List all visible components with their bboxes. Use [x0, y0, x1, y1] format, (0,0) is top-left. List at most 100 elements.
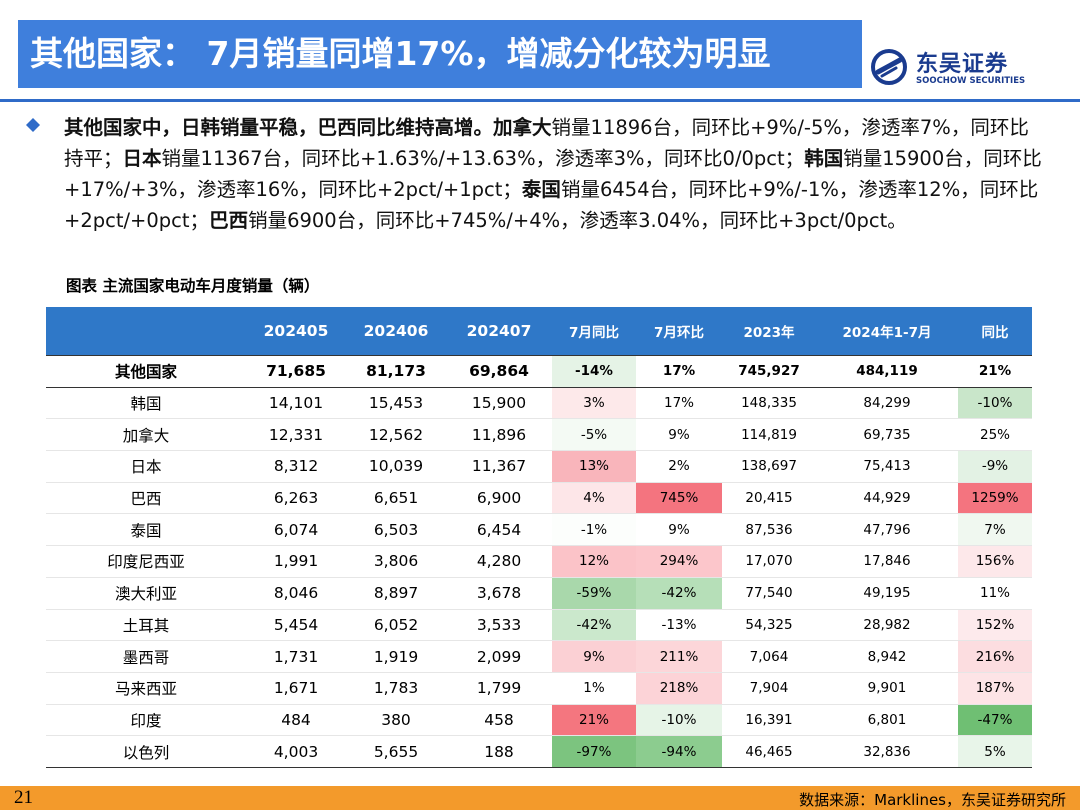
table-cell: 6,454 — [446, 513, 552, 547]
table-cell: 21% — [552, 704, 636, 737]
logo-text-cn: 东吴证券 — [916, 52, 1009, 77]
table-cell: 1% — [552, 672, 636, 705]
column-header: 2024年1-7月 — [816, 307, 958, 356]
table-row: 马来西亚 1,671 1,783 1,799 1% 218% 7,904 9,901 187% — [46, 672, 1032, 705]
table-row: 加拿大 12,331 12,562 11,896 -5% 9% 114,819 69,735 2… — [46, 418, 1032, 452]
ev-sales-table: 202405 202406 202407 7月同比 7月环比 2023年 2024年1-7月… — [46, 307, 1032, 768]
table-header-row: 202405 202406 202407 7月同比 7月环比 2023年 2024年1-7月… — [46, 307, 1032, 356]
table-cell: 187% — [958, 672, 1032, 705]
table-cell: 211% — [636, 640, 722, 673]
footer-bar: 21 数据来源：Marklines，东吴证券研究所 — [0, 786, 1080, 810]
table-cell: 47,796 — [816, 513, 958, 547]
table-cell: 8,312 — [246, 450, 346, 483]
slide-title: 其他国家： 7月销量同增17%，增减分化较为明显 — [18, 20, 862, 88]
table-row: 印度 484 380 458 21% -10% 16,391 6,801 -47% — [46, 704, 1032, 737]
table-cell: 加拿大 — [46, 418, 246, 452]
table-cell: 日本 — [46, 450, 246, 483]
table-cell: -14% — [552, 355, 636, 388]
table-cell: 148,335 — [722, 387, 816, 420]
canada-label: 加拿大 — [493, 116, 552, 139]
table-cell: 1,671 — [246, 672, 346, 705]
table-cell: 81,173 — [346, 355, 446, 388]
table-cell: 印度尼西亚 — [46, 545, 246, 578]
table-cell: 15,453 — [346, 387, 446, 420]
diamond-bullet-icon — [26, 118, 40, 132]
table-cell: 745% — [636, 482, 722, 515]
table-cell: 土耳其 — [46, 609, 246, 642]
table-cell: 87,536 — [722, 513, 816, 547]
table-cell: 1,991 — [246, 545, 346, 578]
table-cell: -5% — [552, 418, 636, 452]
korea-text: 销量15900台，同环比+17%/+3%，渗透率16%，同环比+2pct/+1p… — [64, 147, 1042, 201]
table-cell: 25% — [958, 418, 1032, 452]
table-cell: 7,064 — [722, 640, 816, 673]
table-cell: -59% — [552, 577, 636, 610]
table-cell: 114,819 — [722, 418, 816, 452]
table-cell: 巴西 — [46, 482, 246, 515]
company-logo: 东吴证券 SOOCHOW SECURITIES — [870, 44, 1040, 90]
table-cell: 49,195 — [816, 577, 958, 610]
table-cell: 6,074 — [246, 513, 346, 547]
table-cell: 泰国 — [46, 513, 246, 547]
table-cell: 1,799 — [446, 672, 552, 705]
table-cell: 12% — [552, 545, 636, 578]
table-cell: 84,299 — [816, 387, 958, 420]
table-cell: 28,982 — [816, 609, 958, 642]
table-cell: 54,325 — [722, 609, 816, 642]
table-cell: 32,836 — [816, 735, 958, 768]
table-cell: -42% — [552, 609, 636, 642]
table-cell: 9% — [636, 418, 722, 452]
table-cell: 11% — [958, 577, 1032, 610]
table-cell: 4,003 — [246, 735, 346, 768]
table-cell: 13% — [552, 450, 636, 483]
table-cell: -94% — [636, 735, 722, 768]
table-cell: 5,655 — [346, 735, 446, 768]
table-cell: 69,864 — [446, 355, 552, 388]
table-row: 印度尼西亚 1,991 3,806 4,280 12% 294% 17,070 17,846 1… — [46, 545, 1032, 578]
table-cell: 484,119 — [816, 355, 958, 388]
thailand-label: 泰国 — [521, 178, 561, 201]
table-cell: 216% — [958, 640, 1032, 673]
table-cell: 458 — [446, 704, 552, 737]
table-cell: 17% — [636, 387, 722, 420]
table-cell: -47% — [958, 704, 1032, 737]
table-cell: -10% — [958, 387, 1032, 420]
table-cell: 9% — [552, 640, 636, 673]
table-cell: 7,904 — [722, 672, 816, 705]
table-cell: 9,901 — [816, 672, 958, 705]
table-cell: 1,919 — [346, 640, 446, 673]
table-cell: 以色列 — [46, 735, 246, 768]
table-cell: 152% — [958, 609, 1032, 642]
column-header: 7月同比 — [552, 307, 636, 356]
table-cell: -42% — [636, 577, 722, 610]
table-cell: 6,052 — [346, 609, 446, 642]
thailand-text: 销量6454台，同环比+9%/-1%，渗透率12%，同环比+2pct/+0pct… — [64, 178, 1039, 232]
table-cell: 2% — [636, 450, 722, 483]
table-row: 以色列 4,003 5,655 188 -97% -94% 46,465 32,836 5% — [46, 735, 1032, 768]
japan-label: 日本 — [122, 147, 162, 170]
table-cell: 其他国家 — [46, 355, 246, 388]
korea-label: 韩国 — [804, 147, 844, 170]
soochow-logo-icon — [871, 49, 907, 85]
data-source: 数据来源：Marklines，东吴证券研究所 — [799, 791, 1066, 809]
table-cell: 71,685 — [246, 355, 346, 388]
table-cell: 5% — [958, 735, 1032, 768]
brazil-text: 销量6900台，同环比+745%/+4%，渗透率3.04%，同环比+3pct/0… — [248, 209, 907, 232]
table-cell: 17,846 — [816, 545, 958, 578]
table-cell: 韩国 — [46, 387, 246, 420]
table-cell: 8,046 — [246, 577, 346, 610]
table-cell: 4,280 — [446, 545, 552, 578]
table-cell: 5,454 — [246, 609, 346, 642]
header-divider — [0, 99, 1080, 102]
table-cell: 484 — [246, 704, 346, 737]
column-header: 同比 — [958, 307, 1032, 356]
table-cell: 69,735 — [816, 418, 958, 452]
table-cell: 77,540 — [722, 577, 816, 610]
table-cell: 14,101 — [246, 387, 346, 420]
summary-paragraph: 其他国家中，日韩销量平稳，巴西同比维持高增。加拿大销量11896台，同环比+9%… — [64, 112, 1044, 236]
table-cell: 印度 — [46, 704, 246, 737]
table-cell: -13% — [636, 609, 722, 642]
column-header: 2023年 — [722, 307, 816, 356]
table-cell: 3,533 — [446, 609, 552, 642]
table-cell: 1259% — [958, 482, 1032, 515]
